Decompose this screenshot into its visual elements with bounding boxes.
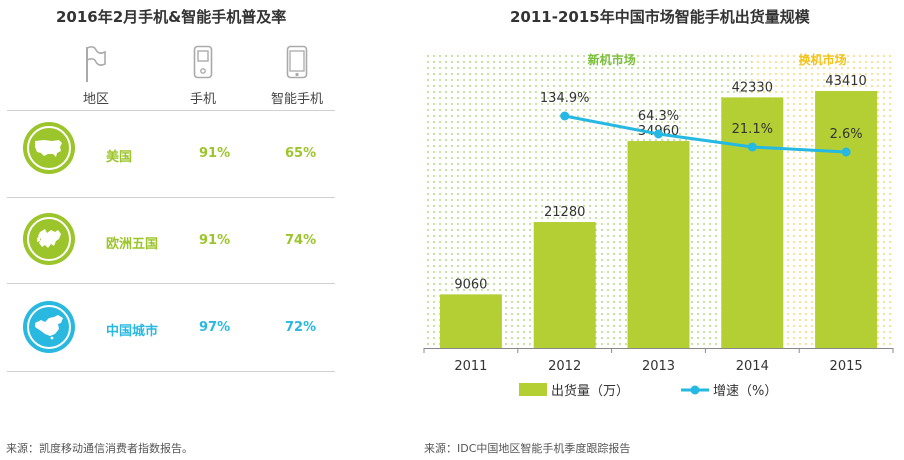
bar-value-label: 21280 [544,205,585,220]
row-europe-phone: 91% [199,233,231,248]
x-tick-label: 2014 [736,359,769,374]
row-china-region: 中国城市 [106,324,159,339]
usa-map-icon [23,122,75,174]
legend-bar-label: 出货量（万） [551,383,629,399]
growth-point-2014 [747,142,757,152]
header-region: 地区 [82,92,109,107]
growth-line [564,114,847,154]
region-label-0: 新机市场 [588,52,636,67]
divider [7,371,335,372]
bar-2011 [439,294,502,348]
x-tick-label: 2015 [830,359,863,374]
row-europe-region: 欧洲五国 [106,237,159,252]
left-panel-title: 2016年2月手机&智能手机普及率 [56,8,287,26]
growth-value-label: 64.3% [638,109,679,124]
row-china-smartphone: 72% [285,320,317,335]
divider [7,110,335,111]
growth-point-2013 [654,129,663,139]
growth-point-2015 [841,147,851,157]
row-europe-smartphone: 74% [285,233,317,248]
x-tick-label: 2012 [548,359,581,374]
bar-value-label: 43410 [825,74,866,89]
row-china-phone: 97% [199,320,231,335]
chart-title: 2011-2015年中国市场智能手机出货量规模 [510,8,810,26]
growth-value-label: 134.9% [540,91,590,106]
feature-phone-icon [193,45,213,79]
row-usa-smartphone: 65% [285,146,317,161]
china-map-icon [23,301,75,353]
region-label-1: 换机市场 [799,52,847,67]
bar-2015 [815,91,878,348]
growth-value-label: 21.1% [732,122,773,137]
x-tick-label: 2013 [642,359,675,374]
row-usa-region: 美国 [106,150,133,165]
divider [7,197,335,198]
row-usa-phone: 91% [199,146,231,161]
legend-bar-swatch [519,383,547,396]
bar-value-label: 42330 [732,80,773,95]
legend-line-marker [690,385,700,395]
right-source-note: 来源：IDC中国地区智能手机季度跟踪报告 [424,442,631,455]
left-source-note: 来源：凯度移动通信消费者指数报告。 [6,442,193,455]
smartphone-icon [286,45,308,79]
bar-2014 [721,97,784,348]
europe-map-icon [23,213,75,265]
legend-line-label: 增速（%） [713,384,777,399]
growth-value-label: 2.6% [830,127,863,142]
flag-icon [86,46,106,82]
bar-2012 [533,222,596,348]
bar-value-label: 9060 [454,277,487,292]
bar-2013 [627,141,690,348]
growth-point-2012 [560,111,570,121]
header-phone: 手机 [189,92,216,107]
divider [7,283,335,284]
x-tick-label: 2011 [454,359,487,374]
header-smartphone: 智能手机 [270,92,323,107]
